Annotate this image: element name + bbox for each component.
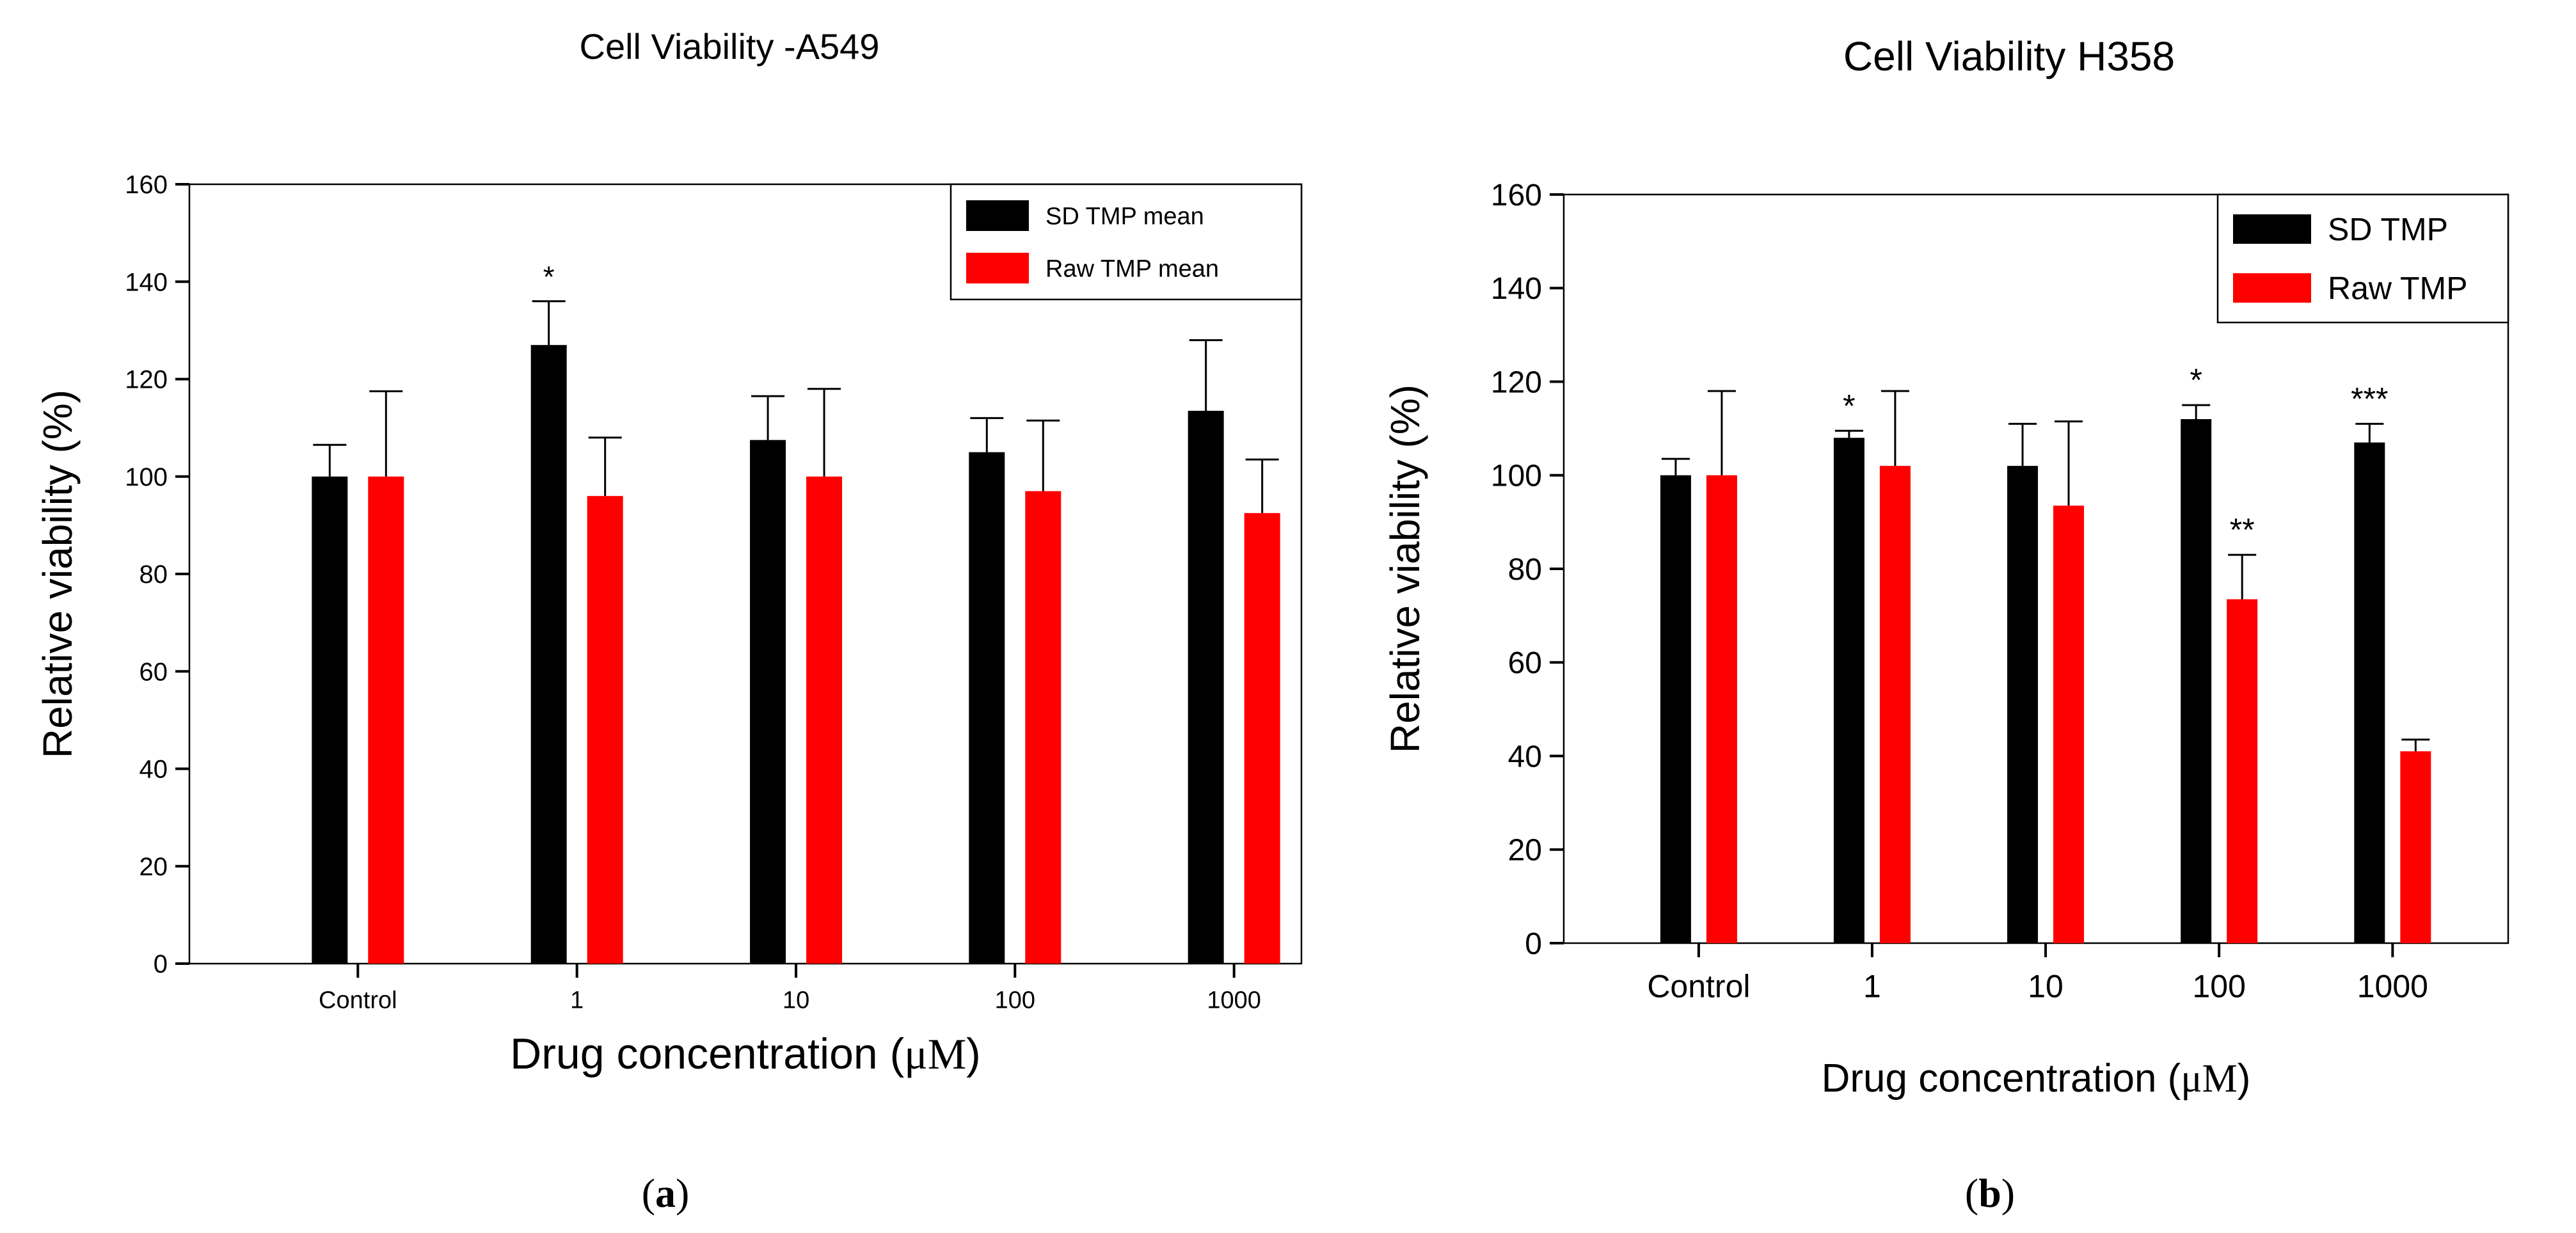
x-axis-label-unit: μM [904, 1030, 966, 1078]
y-tick-label: 160 [1491, 179, 1542, 212]
x-tick-label: 1 [1863, 969, 1881, 1005]
legend: SD TMP mean Raw TMP mean [950, 183, 1303, 301]
x-axis-label-text: Drug concentration ( [510, 1030, 904, 1078]
bar-series2 [1025, 491, 1061, 964]
legend-label: Raw TMP mean [1046, 255, 1219, 282]
y-tick-label: 0 [1525, 927, 1542, 961]
legend-swatch [2233, 214, 2311, 244]
panel-label-letter: b [1978, 1170, 2001, 1216]
panel-label: (b) [1965, 1170, 2015, 1216]
legend-swatch [2233, 273, 2311, 303]
bar-series1 [1188, 410, 1224, 964]
significance-marker: * [1843, 388, 1855, 424]
chart-panel-b: Cell Viability H358 0 20 40 60 80 100 120 140 160… [1382, 33, 2509, 1216]
chart-title: Cell Viability -A549 [580, 26, 880, 67]
x-tick-label: 100 [995, 987, 1035, 1014]
bar-series1 [2007, 466, 2039, 943]
bar-series2 [1879, 466, 1911, 943]
x-axis-label: Drug concentration (μM) [1822, 1056, 2251, 1101]
x-tick-label: Control [1647, 969, 1750, 1005]
y-tick-label: 160 [125, 171, 168, 199]
bar-series1 [1833, 438, 1864, 943]
y-tick-label: 0 [154, 950, 168, 978]
y-tick-label: 40 [1508, 740, 1542, 774]
legend-label: SD TMP [2328, 212, 2448, 248]
y-tick-label: 140 [1491, 272, 1542, 306]
x-tick-label: 1000 [2357, 969, 2428, 1005]
x-tick-label: 10 [2028, 969, 2063, 1005]
y-tick-label: 100 [1491, 459, 1542, 493]
bar-series1 [530, 345, 567, 964]
y-tick-label: 20 [139, 853, 168, 881]
significance-marker: * [2190, 362, 2202, 398]
x-tick-label: 1 [570, 987, 584, 1014]
y-tick-label: 80 [1508, 553, 1542, 587]
bar-series2 [1706, 475, 1737, 943]
y-axis-label: Relative viability (%) [35, 390, 81, 758]
x-axis-label-close: ) [2238, 1056, 2251, 1101]
y-tick-label: 60 [1508, 646, 1542, 680]
y-tick-label: 140 [125, 268, 168, 296]
legend-label: SD TMP mean [1046, 203, 1204, 230]
x-tick-label: 100 [2192, 969, 2245, 1005]
panel-label-letter: a [655, 1170, 676, 1216]
bar-series2 [368, 476, 404, 964]
bar-series2 [587, 496, 623, 964]
x-tick-label: Control [319, 987, 397, 1014]
legend: SD TMP Raw TMP [2216, 193, 2509, 324]
y-axis-label: Relative viability (%) [1382, 385, 1428, 753]
bar-series1 [1660, 475, 1691, 943]
legend-swatch [966, 200, 1029, 231]
y-tick-label: 60 [139, 658, 168, 686]
bar-series1 [2354, 442, 2385, 943]
panel-label-close: ) [676, 1170, 689, 1216]
legend-swatch [966, 253, 1029, 283]
bar-series2 [806, 476, 843, 964]
y-tick-label: 120 [1491, 365, 1542, 399]
bar-series2 [2400, 751, 2431, 943]
y-tick-label: 40 [139, 756, 168, 784]
bar-series1 [2181, 419, 2212, 943]
y-tick-label: 100 [125, 463, 168, 491]
y-tick-label: 120 [125, 366, 168, 394]
x-tick-label: 1000 [1207, 987, 1261, 1014]
legend-label: Raw TMP [2328, 271, 2468, 306]
chart-panel-a: Cell Viability -A549 0 20 40 60 80 100 120 140 16… [35, 26, 1303, 1216]
significance-marker: ** [2230, 512, 2255, 548]
x-axis-label-text: Drug concentration ( [1822, 1056, 2181, 1101]
panel-label: (a) [642, 1170, 690, 1216]
panel-label-open: ( [642, 1170, 655, 1216]
x-axis-label: Drug concentration (μM) [510, 1030, 981, 1078]
bar-series2 [2053, 505, 2085, 943]
panel-label-open: ( [1965, 1170, 1978, 1216]
bar-series2 [2227, 599, 2258, 943]
x-tick-label: 10 [783, 987, 809, 1014]
y-tick-label: 80 [139, 561, 168, 589]
x-axis-label-close: ) [966, 1030, 981, 1078]
bar-series1 [750, 440, 786, 964]
bar-series1 [969, 452, 1005, 964]
bar-series2 [1244, 513, 1280, 964]
x-axis-label-unit: μM [2181, 1057, 2237, 1101]
bar-series1 [312, 476, 348, 964]
plot-frame [188, 183, 1303, 965]
panel-label-close: ) [2001, 1170, 2015, 1216]
y-tick-label: 20 [1508, 834, 1542, 868]
significance-marker: *** [2351, 381, 2388, 417]
significance-marker: * [543, 260, 555, 294]
chart-title: Cell Viability H358 [1843, 33, 2175, 79]
